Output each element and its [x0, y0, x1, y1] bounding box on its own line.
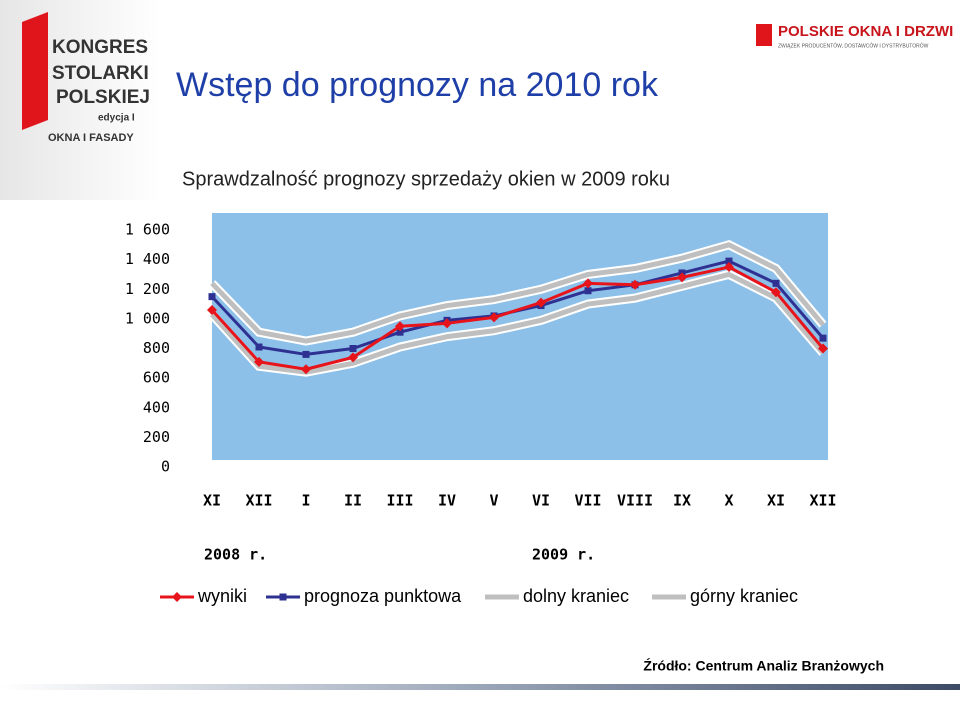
- x-tick-label: VI: [532, 492, 550, 510]
- x-tick-label: XI: [203, 492, 221, 510]
- marker: [536, 297, 546, 308]
- marker: [724, 262, 734, 273]
- series-line: [210, 265, 825, 371]
- y-tick-label: 0: [161, 458, 170, 476]
- x-tick-label: IV: [438, 492, 456, 510]
- source: Źródło: Centrum Analiz Branżowych: [643, 658, 884, 674]
- x-tick-label: X: [724, 492, 733, 510]
- y-tick-label: 200: [143, 428, 170, 446]
- marker: [583, 278, 593, 289]
- marker: [677, 272, 687, 283]
- x-tick-label: V: [489, 492, 498, 510]
- legend-label: wyniki: [197, 586, 247, 606]
- marker: [207, 304, 217, 315]
- y-tick-label: 1 000: [125, 309, 170, 327]
- x-tick-label: VIII: [617, 492, 653, 510]
- marker: [396, 328, 404, 336]
- marker: [395, 321, 405, 332]
- logo-left: KONGRES STOLARKI POLSKIEJ edycja I OKNA …: [48, 37, 150, 144]
- x-tick-label: I: [301, 492, 310, 510]
- legend-marker: [172, 592, 182, 602]
- legend-label: dolny kraniec: [523, 586, 629, 606]
- footer-strip: [0, 684, 960, 690]
- marker: [254, 356, 264, 367]
- slide-title: Wstęp do prognozy na 2010 rok: [176, 66, 659, 104]
- logo-text: KONGRES: [52, 37, 148, 58]
- marker: [772, 279, 780, 287]
- y-tick-label: 600: [143, 369, 170, 387]
- marker: [630, 279, 640, 290]
- logo-mark: [756, 24, 772, 46]
- marker: [302, 350, 310, 358]
- marker: [255, 343, 263, 351]
- period-label: 2009 r.: [532, 546, 595, 564]
- marker: [584, 287, 592, 295]
- legend-label: górny kraniec: [690, 586, 798, 606]
- x-tick-label: IX: [673, 492, 691, 510]
- chart-title: Sprawdzalność prognozy sprzedaży okien w…: [182, 168, 670, 190]
- x-tick-label: VII: [574, 492, 601, 510]
- logo-text: POLSKIE OKNA I DRZWI: [778, 23, 953, 40]
- marker: [489, 312, 499, 323]
- x-tick-label: XI: [767, 492, 785, 510]
- y-tick-label: 1 400: [125, 250, 170, 268]
- period-label: 2008 r.: [204, 546, 267, 564]
- marker: [208, 293, 216, 301]
- marker: [819, 334, 827, 342]
- y-tick-label: 1 200: [125, 280, 170, 298]
- marker: [348, 352, 358, 363]
- marker: [442, 318, 452, 329]
- legend-label: prognoza punktowa: [304, 586, 462, 606]
- y-tick-label: 800: [143, 339, 170, 357]
- marker: [349, 345, 357, 352]
- marker: [771, 287, 781, 298]
- marker: [818, 343, 828, 354]
- x-tick-label: III: [386, 492, 413, 510]
- legend-marker: [279, 593, 287, 601]
- y-tick-label: 400: [143, 398, 170, 416]
- logo-text: STOLARKI: [52, 63, 149, 84]
- x-tick-label: XII: [245, 492, 272, 510]
- y-tick-label: 1 600: [125, 221, 170, 239]
- logo-text: edycja I: [98, 113, 135, 124]
- logo-text: ZWIĄZEK PRODUCENTÓW, DOSTAWCÓW I DYSTRYB…: [778, 42, 929, 49]
- x-tick-label: XII: [809, 492, 836, 510]
- logo-text: POLSKIEJ: [56, 87, 150, 108]
- series-line: [210, 271, 825, 375]
- series-line: [210, 242, 825, 344]
- logo-mark: [22, 12, 48, 130]
- marker: [725, 257, 733, 265]
- x-tick-label: II: [344, 492, 362, 510]
- marker: [301, 364, 311, 375]
- logo-text: OKNA I FASADY: [48, 132, 134, 144]
